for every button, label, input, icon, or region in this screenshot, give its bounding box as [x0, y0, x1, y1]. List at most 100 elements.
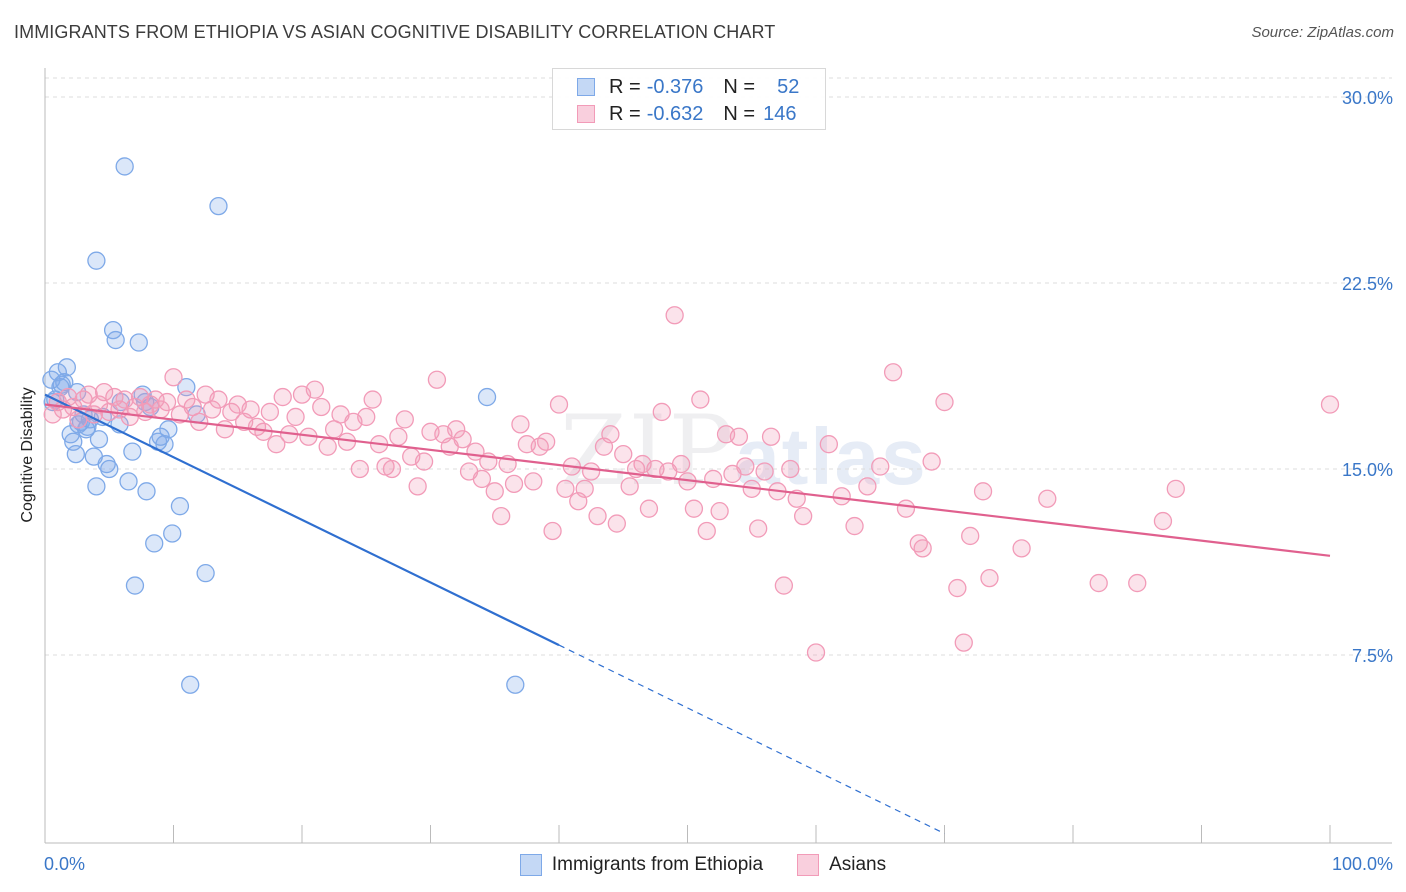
ethiopia-point: [145, 534, 164, 553]
ethiopia-point: [506, 675, 525, 694]
asian-point: [1320, 395, 1340, 414]
asian-point: [453, 430, 472, 449]
asian-point: [427, 370, 447, 389]
asian-point: [755, 462, 774, 481]
asian-point: [922, 452, 941, 471]
legend-row-ethiopia: R = -0.376 N = 52: [577, 75, 799, 99]
asian-point: [913, 539, 932, 558]
asian-point: [414, 452, 434, 471]
asian-point: [267, 435, 286, 454]
asian-point: [948, 578, 967, 598]
asian-point: [1166, 479, 1185, 498]
ethiopia-point: [106, 330, 125, 350]
asian-point: [157, 392, 177, 412]
ethiopia-point: [123, 442, 142, 461]
asian-point: [832, 487, 851, 506]
asian-point: [286, 407, 305, 427]
y-tick-label: 30.0%: [1342, 88, 1393, 108]
asian-point: [845, 516, 864, 536]
ethiopia-point: [97, 454, 116, 474]
asian-point: [697, 521, 716, 541]
asian-point: [312, 397, 331, 417]
asian-point: [819, 435, 838, 454]
asian-point: [871, 457, 890, 476]
watermark-zip: ZIP: [560, 395, 736, 507]
source-label: Source: ZipAtlas.com: [1251, 24, 1394, 41]
asian-point: [115, 390, 134, 409]
asian-point: [858, 477, 877, 496]
asian-point: [447, 420, 466, 439]
asian-point: [94, 382, 114, 402]
asian-point: [524, 472, 543, 491]
asian-point: [556, 479, 575, 498]
asian-point: [761, 427, 781, 446]
ethiopia-point: [163, 524, 182, 543]
asian-point: [1089, 573, 1108, 593]
ethiopia-point: [170, 497, 190, 516]
legend-n-value: 52: [777, 75, 800, 98]
asian-point: [363, 390, 382, 409]
asian-point: [935, 392, 954, 412]
ethiopia-point: [477, 387, 497, 407]
x-tick-label: 0.0%: [44, 854, 85, 874]
asian-point: [357, 407, 376, 427]
asian-point: [575, 479, 594, 498]
asian-point: [614, 444, 633, 464]
asian-point: [710, 502, 729, 521]
asian-point: [794, 506, 813, 526]
asian-point: [665, 306, 684, 325]
asian-point: [736, 457, 755, 476]
legend-label-asians: Asians: [829, 854, 887, 875]
ethiopia-point: [159, 420, 178, 439]
y-tick-label: 15.0%: [1342, 460, 1393, 480]
asian-point: [273, 387, 292, 407]
series-legend: Immigrants from Ethiopia Asians: [0, 852, 1406, 878]
asian-point: [896, 499, 916, 518]
x-tick-label: 100.0%: [1332, 854, 1393, 874]
asian-point: [389, 427, 408, 446]
ethiopia-point: [87, 251, 106, 270]
legend-item-ethiopia[interactable]: Immigrants from Ethiopia: [519, 854, 763, 876]
asian-point: [620, 477, 639, 496]
ethiopia-point: [67, 382, 87, 402]
asian-point: [222, 402, 241, 422]
asian-point: [164, 368, 183, 387]
asian-point: [504, 474, 524, 494]
ethiopia-point: [115, 157, 134, 176]
asian-point: [537, 432, 556, 451]
ethiopia-point: [55, 373, 74, 392]
legend-n-label: N =: [723, 102, 756, 125]
asian-point: [588, 506, 607, 526]
asian-point: [684, 499, 704, 518]
ethiopia-point: [181, 675, 200, 694]
legend-r-value: -0.632: [646, 102, 704, 125]
ethiopia-point: [129, 333, 148, 352]
asian-point: [729, 427, 749, 446]
legend-r-value: -0.376: [646, 75, 704, 98]
ethiopia-point: [57, 358, 76, 377]
asian-point: [781, 459, 800, 479]
asian-point: [1128, 573, 1147, 593]
asian-point: [954, 633, 973, 652]
asian-point: [215, 420, 235, 439]
asian-point: [395, 410, 414, 429]
asian-point: [980, 568, 999, 588]
ethiopia-point: [87, 477, 106, 496]
legend-item-asians[interactable]: Asians: [797, 854, 886, 876]
asian-point: [774, 576, 794, 595]
asian-point: [652, 402, 671, 422]
asian-point: [241, 400, 260, 419]
asian-point: [691, 390, 710, 409]
legend-r-label: R =: [609, 75, 641, 98]
asian-point: [549, 395, 569, 414]
asian-point: [607, 514, 626, 533]
asian-point: [472, 469, 492, 489]
asian-point: [260, 402, 280, 422]
asian-trend-line: [44, 403, 1331, 557]
asian-point: [492, 506, 511, 526]
ethiopia-point: [119, 472, 138, 491]
ethiopia-point: [209, 196, 228, 216]
watermark-atlas: atlas: [735, 412, 928, 501]
asian-point: [749, 519, 768, 538]
